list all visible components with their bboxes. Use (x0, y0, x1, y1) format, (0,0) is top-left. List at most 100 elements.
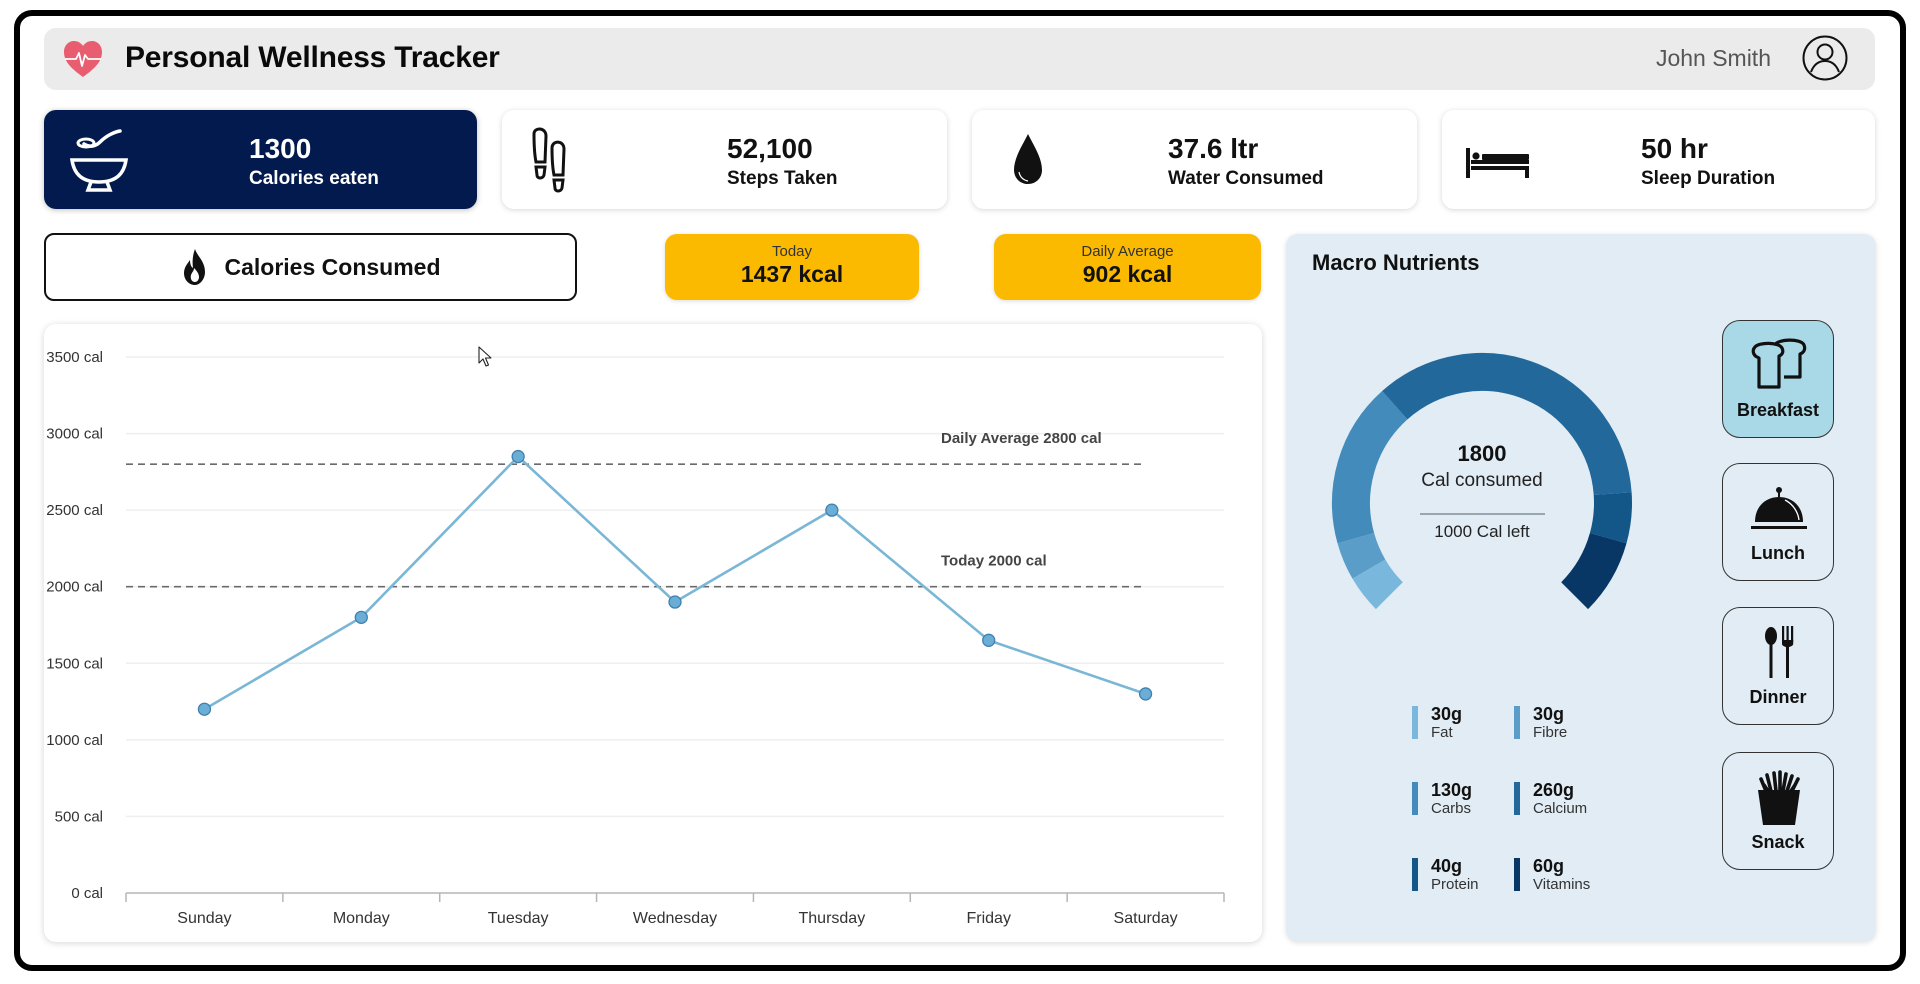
daily-average-label: Daily Average (1081, 243, 1174, 260)
y-tick-label: 3500 cal (46, 349, 103, 366)
legend-value: 30g (1533, 704, 1565, 724)
steps-label: Steps Taken (727, 168, 838, 189)
data-point[interactable] (825, 503, 839, 517)
y-tick-label: 2500 cal (46, 502, 103, 519)
meal-label: Breakfast (1736, 400, 1820, 420)
gauge-divider (1420, 513, 1545, 515)
macro-gauge (1332, 353, 1632, 610)
meal-button-snack[interactable]: Snack (1722, 752, 1834, 870)
legend-item-fibre: 30g Fibre (1514, 704, 1614, 744)
legend-value: 130g (1431, 780, 1473, 800)
user-circle-icon[interactable] (1801, 34, 1849, 82)
sleep-label: Sleep Duration (1641, 168, 1776, 189)
x-tick-label: Tuesday (488, 910, 549, 927)
gauge-segment-fibre[interactable] (1337, 532, 1386, 579)
macro-title: Macro Nutrients (1312, 250, 1480, 275)
legend-swatch (1412, 858, 1418, 891)
y-tick-label: 3000 cal (46, 426, 103, 443)
legend-item-vitamins: 60g Vitamins (1514, 856, 1614, 896)
data-point[interactable] (1138, 687, 1153, 701)
daily-average-value: 902 kcal (1082, 261, 1173, 287)
data-point[interactable] (668, 595, 682, 609)
macro-nutrients-panel: Macro Nutrients 1800 Cal consumed 1000 C… (1286, 234, 1876, 942)
mouse-cursor-icon (478, 346, 492, 367)
calories-line-chart: 0 cal 500 cal 1000 cal 1500 cal 2000 cal 2500… (44, 324, 1262, 942)
gauge-left-label: 1000 Cal left (1434, 522, 1530, 541)
sleep-value: 50 hr (1641, 133, 1708, 164)
heart-pulse-icon (64, 41, 102, 77)
legend-swatch (1412, 706, 1418, 739)
meal-button-lunch[interactable]: Lunch (1722, 463, 1834, 581)
legend-item-carbs: 130g Carbs (1412, 780, 1512, 820)
today-label: Today (771, 243, 813, 260)
legend-swatch (1514, 706, 1520, 739)
steps-value: 52,100 (727, 133, 813, 164)
flame-icon (183, 249, 205, 285)
fries-icon (1758, 770, 1800, 825)
water-drop-icon (1014, 134, 1042, 184)
x-tick-label: Monday (333, 910, 390, 927)
reference-line-label: Daily Average 2800 cal (941, 430, 1102, 447)
legend-value: 60g (1533, 856, 1565, 876)
legend-name: Protein (1431, 876, 1479, 893)
stat-card-water[interactable]: 37.6 ltr Water Consumed (972, 110, 1417, 209)
meal-label: Dinner (1749, 687, 1807, 707)
today-value: 1437 kcal (740, 261, 844, 287)
y-tick-label: 0 cal (71, 885, 103, 902)
x-tick-label: Wednesday (633, 910, 717, 927)
data-point[interactable] (197, 702, 212, 716)
today-badge: Today 1437 kcal (665, 234, 919, 300)
y-tick-label: 500 cal (55, 808, 103, 825)
header-bar: Personal Wellness Tracker John Smith (44, 28, 1875, 90)
gauge-segment-calcium[interactable] (1382, 353, 1632, 496)
user-name[interactable]: John Smith (1655, 45, 1771, 71)
calories-consumed-title: Calories Consumed (224, 253, 441, 280)
meal-button-dinner[interactable]: Dinner (1722, 607, 1834, 725)
gauge-segment-fat[interactable] (1352, 558, 1404, 610)
legend-value: 40g (1431, 856, 1463, 876)
legend-swatch (1514, 858, 1520, 891)
legend-value: 260g (1533, 780, 1575, 800)
legend-name: Fibre (1533, 724, 1568, 741)
legend-name: Fat (1431, 724, 1453, 741)
data-point[interactable] (354, 610, 368, 624)
x-tick-label: Thursday (799, 910, 866, 927)
cloche-icon (1751, 487, 1807, 529)
bread-toast-icon (1751, 338, 1807, 389)
stat-card-steps[interactable]: 52,100 Steps Taken (502, 110, 947, 209)
calories-value: 1300 (249, 133, 312, 164)
data-point[interactable] (511, 449, 525, 464)
data-point[interactable] (982, 633, 996, 647)
gauge-segment-vitamins[interactable] (1560, 532, 1627, 610)
x-tick-label: Saturday (1114, 910, 1178, 927)
legend-name: Carbs (1431, 800, 1472, 817)
chart-plot: 0 cal 500 cal 1000 cal 1500 cal 2000 cal 2500… (46, 349, 1225, 927)
bed-icon (1466, 148, 1529, 178)
water-value: 37.6 ltr (1168, 133, 1259, 164)
x-tick-label: Sunday (177, 910, 231, 927)
legend-swatch (1514, 782, 1520, 815)
daily-average-badge: Daily Average 902 kcal (994, 234, 1261, 300)
meal-label: Lunch (1751, 543, 1805, 563)
y-tick-label: 2000 cal (46, 579, 103, 596)
stat-card-calories[interactable]: 1300 Calories eaten (44, 110, 477, 209)
gauge-segment-carbs[interactable] (1332, 391, 1408, 544)
legend-name: Calcium (1533, 800, 1588, 817)
gauge-consumed-label: Cal consumed (1421, 470, 1543, 491)
series-line (203, 454, 1146, 711)
legend-swatch (1412, 782, 1418, 815)
legend-name: Vitamins (1533, 876, 1591, 893)
bowl-spoon-icon (69, 129, 129, 192)
spoon-fork-icon (1765, 626, 1794, 678)
legend-item-fat: 30g Fat (1412, 704, 1512, 744)
gauge-consumed-value: 1800 (1457, 441, 1507, 466)
meal-button-breakfast[interactable]: Breakfast (1722, 320, 1834, 438)
legend-value: 30g (1431, 704, 1463, 724)
y-tick-label: 1500 cal (46, 655, 103, 672)
x-tick-label: Friday (966, 910, 1010, 927)
calories-consumed-button[interactable]: Calories Consumed (44, 233, 577, 301)
legend-item-calcium: 260g Calcium (1514, 780, 1614, 820)
meal-label: Snack (1751, 832, 1805, 852)
gauge-segment-protein[interactable] (1589, 492, 1632, 544)
stat-card-sleep[interactable]: 50 hr Sleep Duration (1442, 110, 1875, 209)
